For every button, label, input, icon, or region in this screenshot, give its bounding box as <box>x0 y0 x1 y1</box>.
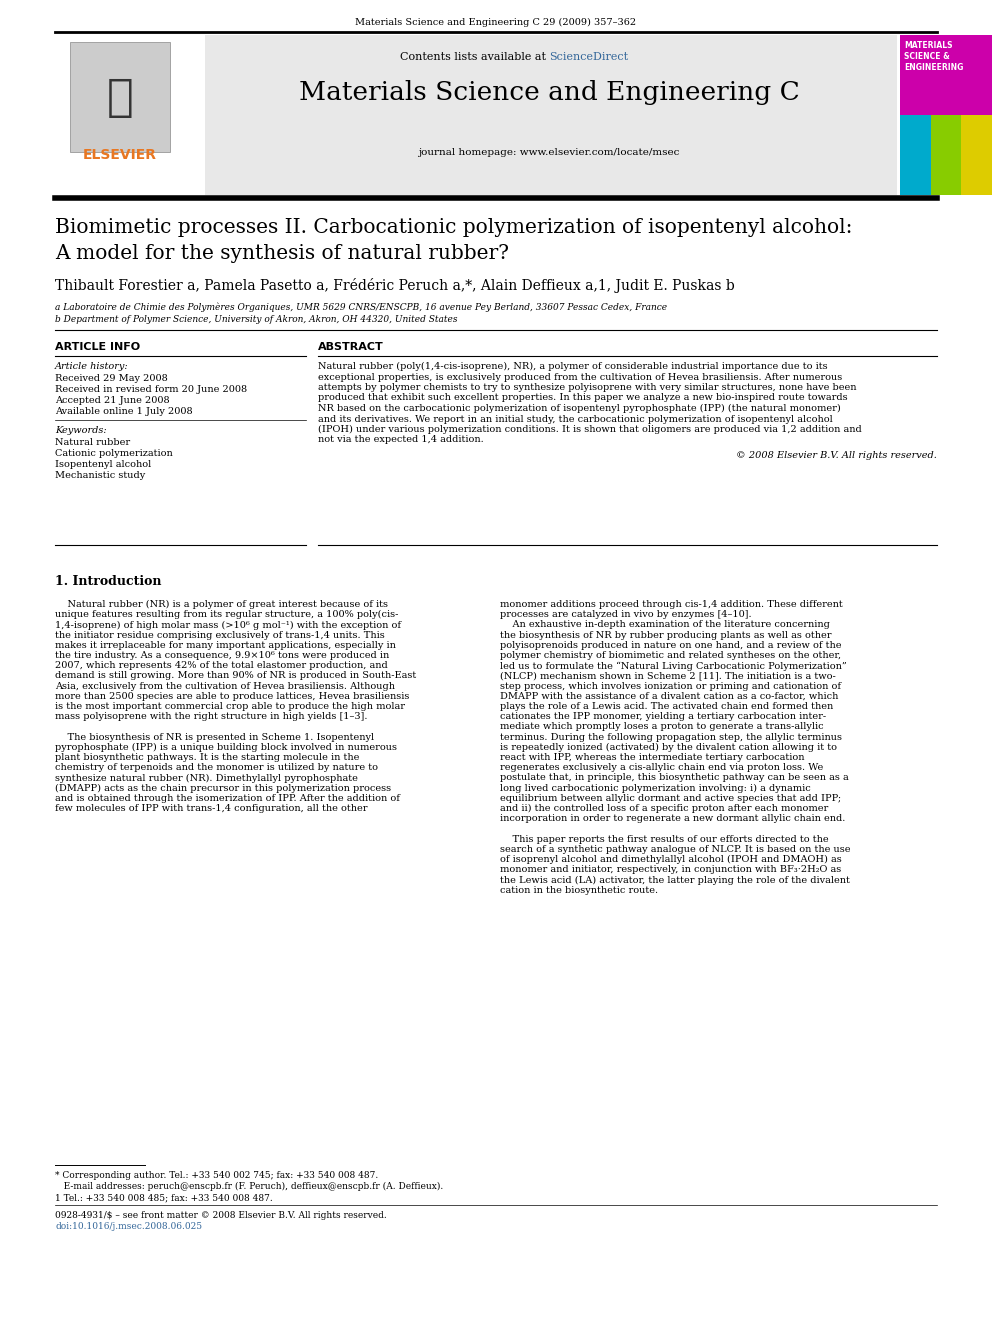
Text: the biosynthesis of NR by rubber producing plants as well as other: the biosynthesis of NR by rubber produci… <box>500 631 831 639</box>
Text: Available online 1 July 2008: Available online 1 July 2008 <box>55 407 192 415</box>
Text: The biosynthesis of NR is presented in Scheme 1. Isopentenyl: The biosynthesis of NR is presented in S… <box>55 733 374 742</box>
Text: This paper reports the first results of our efforts directed to the: This paper reports the first results of … <box>500 835 828 844</box>
Text: more than 2500 species are able to produce lattices, Hevea brasiliensis: more than 2500 species are able to produ… <box>55 692 410 701</box>
Text: the tire industry. As a consequence, 9.9×10⁶ tons were produced in: the tire industry. As a consequence, 9.9… <box>55 651 389 660</box>
Text: Natural rubber: Natural rubber <box>55 438 130 447</box>
Text: demand is still growing. More than 90% of NR is produced in South-East: demand is still growing. More than 90% o… <box>55 671 417 680</box>
Text: ScienceDirect: ScienceDirect <box>549 52 628 62</box>
Text: An exhaustive in-depth examination of the literature concerning: An exhaustive in-depth examination of th… <box>500 620 830 630</box>
Text: b Department of Polymer Science, University of Akron, Akron, OH 44320, United St: b Department of Polymer Science, Univers… <box>55 315 457 324</box>
Text: search of a synthetic pathway analogue of NLCP. It is based on the use: search of a synthetic pathway analogue o… <box>500 845 850 853</box>
Text: Article history:: Article history: <box>55 363 129 370</box>
Text: processes are catalyzed in vivo by enzymes [4–10].: processes are catalyzed in vivo by enzym… <box>500 610 752 619</box>
Text: plays the role of a Lewis acid. The activated chain end formed then: plays the role of a Lewis acid. The acti… <box>500 703 833 710</box>
Text: a Laboratoire de Chimie des Polymères Organiques, UMR 5629 CNRS/ENSCPB, 16 avenu: a Laboratoire de Chimie des Polymères Or… <box>55 302 668 311</box>
Text: step process, which involves ionization or priming and cationation of: step process, which involves ionization … <box>500 681 841 691</box>
Text: MATERIALS
SCIENCE &
ENGINEERING: MATERIALS SCIENCE & ENGINEERING <box>904 41 963 73</box>
Text: the initiator residue comprising exclusively of trans-1,4 units. This: the initiator residue comprising exclusi… <box>55 631 385 639</box>
Text: 2007, which represents 42% of the total elastomer production, and: 2007, which represents 42% of the total … <box>55 662 388 671</box>
Text: makes it irreplaceable for many important applications, especially in: makes it irreplaceable for many importan… <box>55 640 396 650</box>
Text: terminus. During the following propagation step, the allylic terminus: terminus. During the following propagati… <box>500 733 842 742</box>
Text: Natural rubber (NR) is a polymer of great interest because of its: Natural rubber (NR) is a polymer of grea… <box>55 601 388 609</box>
Text: doi:10.1016/j.msec.2008.06.025: doi:10.1016/j.msec.2008.06.025 <box>55 1222 202 1230</box>
Bar <box>55 34 203 194</box>
Text: Materials Science and Engineering C 29 (2009) 357–362: Materials Science and Engineering C 29 (… <box>355 19 637 28</box>
Text: postulate that, in principle, this biosynthetic pathway can be seen as a: postulate that, in principle, this biosy… <box>500 774 849 782</box>
Bar <box>205 34 897 194</box>
Bar <box>70 42 170 152</box>
Text: Contents lists available at: Contents lists available at <box>400 52 549 62</box>
Text: led us to formulate the “Natural Living Carbocationic Polymerization”: led us to formulate the “Natural Living … <box>500 662 847 671</box>
Text: and its derivatives. We report in an initial study, the carbocationic polymeriza: and its derivatives. We report in an ini… <box>318 414 832 423</box>
Text: ELSEVIER: ELSEVIER <box>83 148 157 161</box>
Text: DMAPP with the assistance of a divalent cation as a co-factor, which: DMAPP with the assistance of a divalent … <box>500 692 838 701</box>
Text: 1. Introduction: 1. Introduction <box>55 576 162 587</box>
Text: cation in the biosynthetic route.: cation in the biosynthetic route. <box>500 885 658 894</box>
Text: E-mail addresses: peruch@enscpb.fr (F. Peruch), deffieux@enscpb.fr (A. Deffieux): E-mail addresses: peruch@enscpb.fr (F. P… <box>55 1181 443 1191</box>
Text: (IPOH) under various polymerization conditions. It is shown that oligomers are p: (IPOH) under various polymerization cond… <box>318 425 862 434</box>
Text: polyisoprenoids produced in nature on one hand, and a review of the: polyisoprenoids produced in nature on on… <box>500 640 841 650</box>
Bar <box>900 34 992 115</box>
Text: react with IPP, whereas the intermediate tertiary carbocation: react with IPP, whereas the intermediate… <box>500 753 805 762</box>
Text: mass polyisoprene with the right structure in high yields [1–3].: mass polyisoprene with the right structu… <box>55 712 367 721</box>
Text: chemistry of terpenoids and the monomer is utilized by nature to: chemistry of terpenoids and the monomer … <box>55 763 378 773</box>
Bar <box>900 115 930 194</box>
Text: attempts by polymer chemists to try to synthesize polyisoprene with very similar: attempts by polymer chemists to try to s… <box>318 382 856 392</box>
Text: and is obtained through the isomerization of IPP. After the addition of: and is obtained through the isomerizatio… <box>55 794 400 803</box>
Text: Received 29 May 2008: Received 29 May 2008 <box>55 374 168 382</box>
Text: mediate which promptly loses a proton to generate a trans-allylic: mediate which promptly loses a proton to… <box>500 722 823 732</box>
Text: 🌲: 🌲 <box>106 75 133 119</box>
Text: regenerates exclusively a cis-allylic chain end via proton loss. We: regenerates exclusively a cis-allylic ch… <box>500 763 823 773</box>
Text: (NLCP) mechanism shown in Scheme 2 [11]. The initiation is a two-: (NLCP) mechanism shown in Scheme 2 [11].… <box>500 671 835 680</box>
Text: (DMAPP) acts as the chain precursor in this polymerization process: (DMAPP) acts as the chain precursor in t… <box>55 783 391 792</box>
Text: A model for the synthesis of natural rubber?: A model for the synthesis of natural rub… <box>55 243 509 263</box>
Text: produced that exhibit such excellent properties. In this paper we analyze a new : produced that exhibit such excellent pro… <box>318 393 847 402</box>
Text: Keywords:: Keywords: <box>55 426 106 435</box>
Text: equilibrium between allylic dormant and active species that add IPP;: equilibrium between allylic dormant and … <box>500 794 841 803</box>
Text: polymer chemistry of biomimetic and related syntheses on the other,: polymer chemistry of biomimetic and rela… <box>500 651 841 660</box>
Text: monomer additions proceed through cis-1,4 addition. These different: monomer additions proceed through cis-1,… <box>500 601 843 609</box>
Text: 1 Tel.: +33 540 008 485; fax: +33 540 008 487.: 1 Tel.: +33 540 008 485; fax: +33 540 00… <box>55 1193 273 1203</box>
Text: not via the expected 1,4 addition.: not via the expected 1,4 addition. <box>318 435 484 445</box>
Text: is repeatedly ionized (activated) by the divalent cation allowing it to: is repeatedly ionized (activated) by the… <box>500 742 837 751</box>
Text: * Corresponding author. Tel.: +33 540 002 745; fax: +33 540 008 487.: * Corresponding author. Tel.: +33 540 00… <box>55 1171 378 1180</box>
Text: ARTICLE INFO: ARTICLE INFO <box>55 343 140 352</box>
Text: 0928-4931/$ – see front matter © 2008 Elsevier B.V. All rights reserved.: 0928-4931/$ – see front matter © 2008 El… <box>55 1211 387 1220</box>
Text: ABSTRACT: ABSTRACT <box>318 343 384 352</box>
Text: few molecules of IPP with trans-1,4 configuration, all the other: few molecules of IPP with trans-1,4 conf… <box>55 804 367 814</box>
Text: Mechanistic study: Mechanistic study <box>55 471 145 480</box>
Text: incorporation in order to regenerate a new dormant allylic chain end.: incorporation in order to regenerate a n… <box>500 814 845 823</box>
Text: monomer and initiator, respectively, in conjunction with BF₃·2H₂O as: monomer and initiator, respectively, in … <box>500 865 841 875</box>
Text: the Lewis acid (LA) activator, the latter playing the role of the divalent: the Lewis acid (LA) activator, the latte… <box>500 876 850 885</box>
Text: © 2008 Elsevier B.V. All rights reserved.: © 2008 Elsevier B.V. All rights reserved… <box>736 451 937 460</box>
Text: Thibault Forestier a, Pamela Pasetto a, Frédéric Peruch a,*, Alain Deffieux a,1,: Thibault Forestier a, Pamela Pasetto a, … <box>55 278 735 292</box>
Bar <box>930 115 961 194</box>
Text: Natural rubber (poly(1,4-cis-isoprene), NR), a polymer of considerable industria: Natural rubber (poly(1,4-cis-isoprene), … <box>318 363 827 372</box>
Text: Materials Science and Engineering C: Materials Science and Engineering C <box>299 79 800 105</box>
Text: Isopentenyl alcohol: Isopentenyl alcohol <box>55 460 151 468</box>
Text: cationates the IPP monomer, yielding a tertiary carbocation inter-: cationates the IPP monomer, yielding a t… <box>500 712 826 721</box>
Text: Received in revised form 20 June 2008: Received in revised form 20 June 2008 <box>55 385 247 394</box>
Text: 1,4-isoprene) of high molar mass (>10⁶ g mol⁻¹) with the exception of: 1,4-isoprene) of high molar mass (>10⁶ g… <box>55 620 401 630</box>
Text: exceptional properties, is exclusively produced from the cultivation of Hevea br: exceptional properties, is exclusively p… <box>318 373 842 381</box>
Text: pyrophosphate (IPP) is a unique building block involved in numerous: pyrophosphate (IPP) is a unique building… <box>55 742 397 751</box>
Text: unique features resulting from its regular structure, a 100% poly(cis-: unique features resulting from its regul… <box>55 610 399 619</box>
Bar <box>961 115 992 194</box>
Text: of isoprenyl alcohol and dimethylallyl alcohol (IPOH and DMAOH) as: of isoprenyl alcohol and dimethylallyl a… <box>500 855 842 864</box>
Text: NR based on the carbocationic polymerization of isopentenyl pyrophosphate (IPP) : NR based on the carbocationic polymeriza… <box>318 404 841 413</box>
Text: is the most important commercial crop able to produce the high molar: is the most important commercial crop ab… <box>55 703 405 710</box>
Text: Accepted 21 June 2008: Accepted 21 June 2008 <box>55 396 170 405</box>
Text: long lived carbocationic polymerization involving: i) a dynamic: long lived carbocationic polymerization … <box>500 783 810 792</box>
Text: synthesize natural rubber (NR). Dimethylallyl pyrophosphate: synthesize natural rubber (NR). Dimethyl… <box>55 774 358 782</box>
Text: Biomimetic processes II. Carbocationic polymerization of isopentenyl alcohol:: Biomimetic processes II. Carbocationic p… <box>55 218 852 237</box>
Text: Cationic polymerization: Cationic polymerization <box>55 448 173 458</box>
Text: and ii) the controlled loss of a specific proton after each monomer: and ii) the controlled loss of a specifi… <box>500 804 828 814</box>
Text: plant biosynthetic pathways. It is the starting molecule in the: plant biosynthetic pathways. It is the s… <box>55 753 359 762</box>
Text: Asia, exclusively from the cultivation of Hevea brasiliensis. Although: Asia, exclusively from the cultivation o… <box>55 681 395 691</box>
Text: journal homepage: www.elsevier.com/locate/msec: journal homepage: www.elsevier.com/locat… <box>419 148 680 157</box>
